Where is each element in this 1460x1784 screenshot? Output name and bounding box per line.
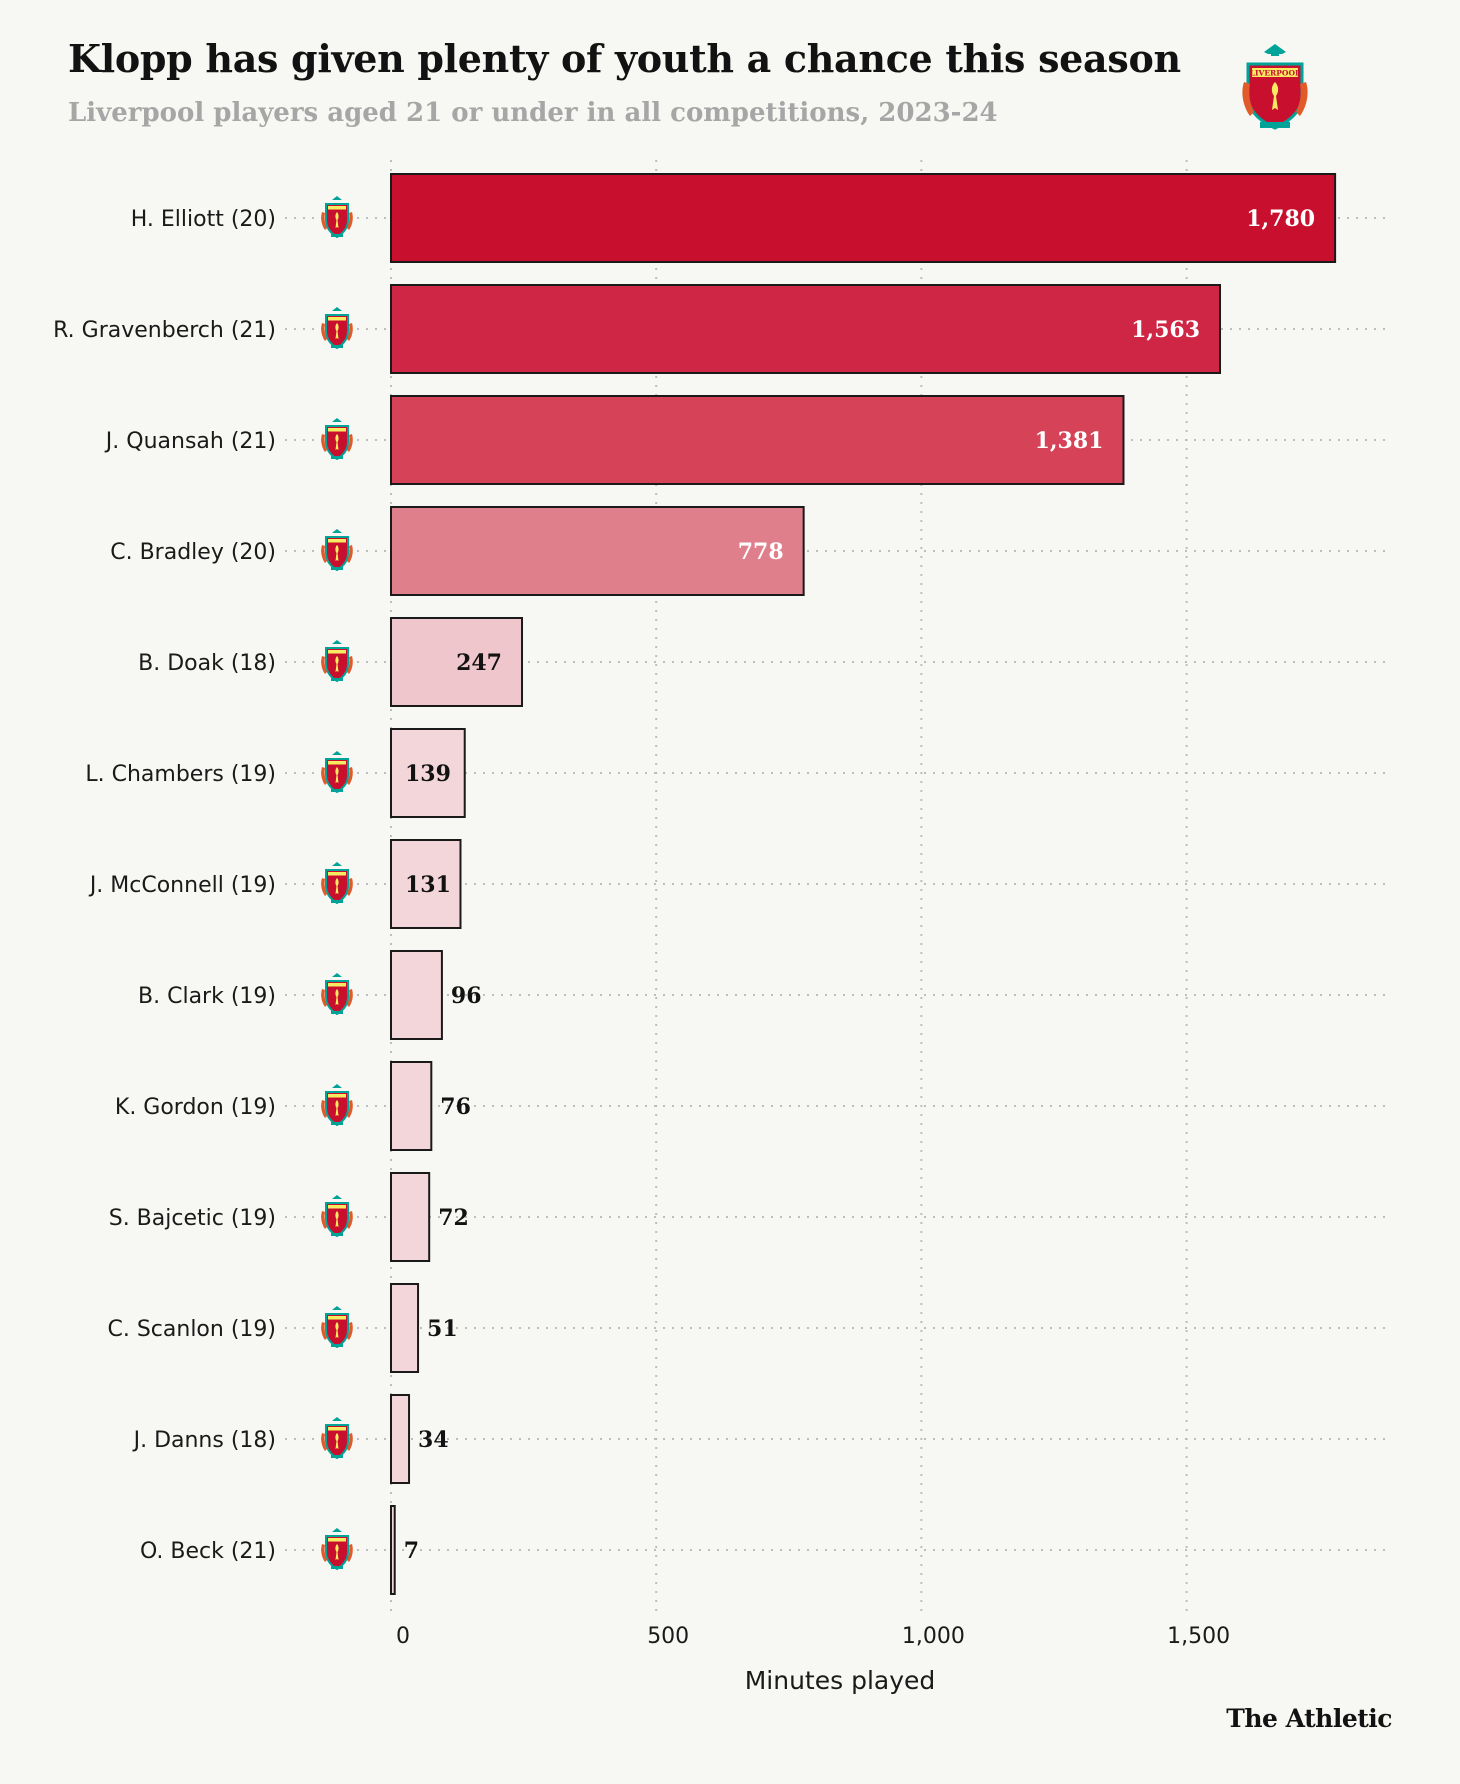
x-tick-label: 1,500 [1167,1624,1230,1649]
bar [390,1061,433,1151]
x-axis-title: Minutes played [745,1666,936,1695]
liverpool-crest-icon [321,529,353,572]
bar [390,173,1337,263]
liverpool-crest-icon [321,751,353,794]
x-tick-label: 500 [647,1624,689,1649]
bar [390,728,466,818]
bar [390,506,805,596]
value-label: 247 [456,650,502,676]
liverpool-crest-icon [321,1417,353,1460]
player-label: B. Doak (18) [138,651,276,676]
value-label: 34 [418,1427,449,1453]
bar-layer [390,173,1337,1595]
player-label: H. Elliott (20) [131,207,276,232]
value-label: 51 [427,1316,458,1342]
bar [390,617,524,707]
value-label: 139 [405,761,451,787]
label-layer: 0 500 1,000 1,500 H. Elliott (20) 1,780 R. Gra… [53,196,1315,1649]
player-label: C. Scanlon (19) [107,1317,276,1342]
player-label: L. Chambers (19) [85,762,276,787]
liverpool-crest-icon [321,1084,353,1127]
x-tick-label: 1,000 [902,1624,965,1649]
value-label: 1,563 [1131,317,1200,343]
value-label: 72 [438,1205,469,1231]
chart-subtitle: Liverpool players aged 21 or under in al… [68,98,998,128]
bar [390,950,443,1040]
bar [390,1172,431,1262]
liverpool-crest-icon [321,862,353,905]
bar [390,1505,396,1595]
crest-text: LIVERPOOL [1250,69,1301,78]
bar [390,839,462,929]
liverpool-crest-icon [321,196,353,239]
liverpool-crest-icon: LIVERPOOL [1242,44,1308,130]
liverpool-crest-icon [321,640,353,683]
chart-title: Klopp has given plenty of youth a chance… [68,36,1181,81]
value-label: 1,381 [1035,428,1104,454]
bar [390,1283,420,1373]
value-label: 76 [440,1094,471,1120]
player-label: J. McConnell (19) [88,873,276,898]
player-label: K. Gordon (19) [115,1095,276,1120]
liverpool-crest-icon [321,1195,353,1238]
value-label: 7 [404,1538,419,1564]
x-tick-label: 0 [396,1624,410,1649]
value-label: 778 [738,539,784,565]
liverpool-crest-icon [321,1528,353,1571]
bar [390,1394,411,1484]
liverpool-crest-icon [321,418,353,461]
player-label: J. Quansah (21) [104,429,276,454]
bar [390,284,1222,374]
brand-logo: The Athletic [1226,1704,1392,1733]
player-label: R. Gravenberch (21) [53,318,276,343]
liverpool-crest-icon [321,973,353,1016]
bar [390,395,1125,485]
value-label: 96 [451,983,482,1009]
liverpool-crest-icon [321,307,353,350]
player-label: B. Clark (19) [138,984,276,1009]
player-label: J. Danns (18) [132,1428,276,1453]
player-label: O. Beck (21) [140,1539,276,1564]
player-label: C. Bradley (20) [110,540,276,565]
value-label: 131 [405,872,451,898]
liverpool-crest-icon [321,1306,353,1349]
value-label: 1,780 [1246,206,1315,232]
player-label: S. Bajcetic (19) [109,1206,276,1231]
